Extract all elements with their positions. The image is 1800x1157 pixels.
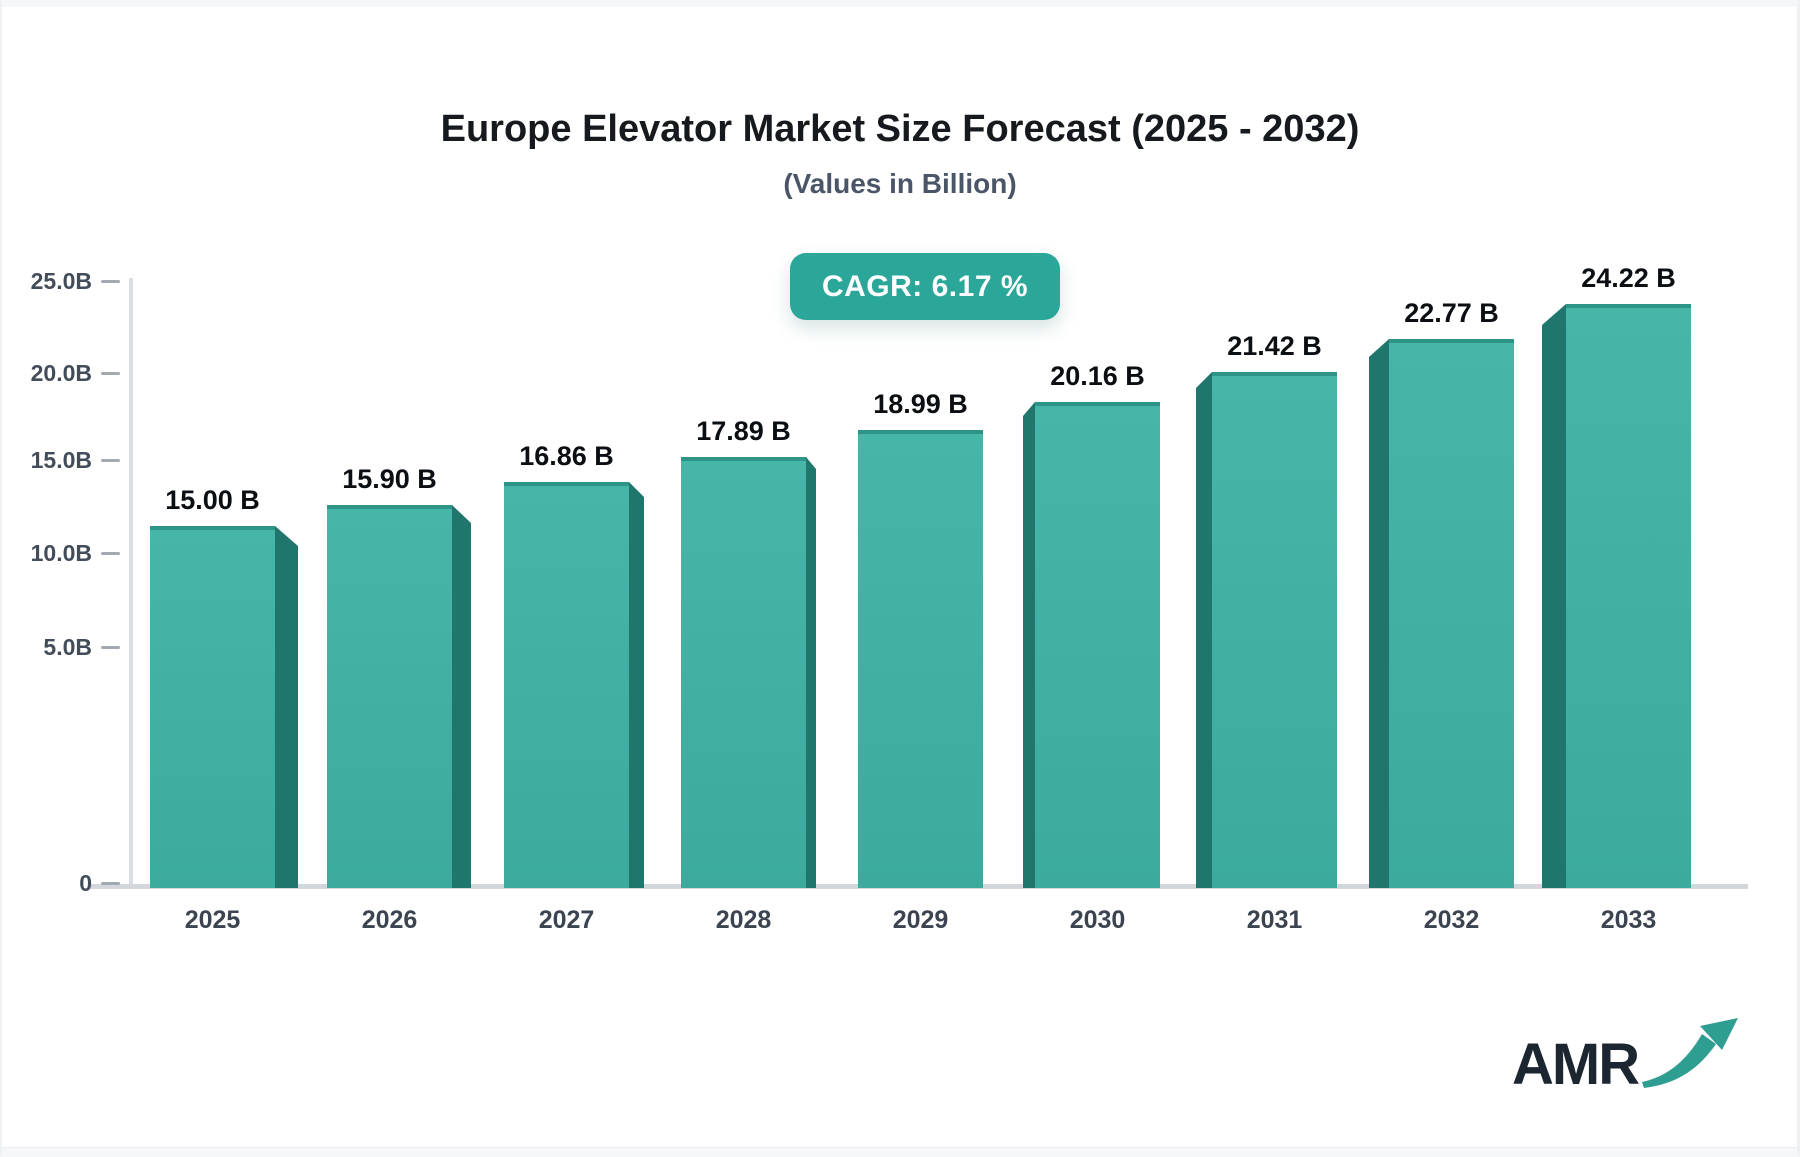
right-border-strip	[1797, 0, 1800, 1156]
y-tick-dash	[101, 459, 120, 462]
bar-side-panel	[1196, 372, 1212, 888]
cagr-badge: CAGR: 6.17 %	[790, 253, 1060, 320]
bar-value-label: 20.16 B	[1050, 361, 1145, 391]
bar-value-label: 15.00 B	[165, 485, 260, 515]
growth-arrow-icon	[1642, 1018, 1738, 1088]
y-tick-dash	[101, 372, 120, 375]
y-tick-label: 20.0B	[30, 360, 92, 386]
y-tick-label: 0	[79, 870, 92, 896]
bar-face	[858, 430, 983, 888]
bar-face	[681, 457, 806, 888]
x-tick-label-2025: 2025	[184, 906, 241, 934]
bar-side-panel	[1369, 339, 1389, 888]
x-tick-label-2027: 2027	[538, 906, 595, 934]
bar-value-label: 16.86 B	[519, 441, 614, 471]
x-tick-label-2033: 2033	[1600, 906, 1657, 934]
bar-value-label: 18.99 B	[873, 389, 968, 419]
chart-title: Europe Elevator Market Size Forecast (20…	[440, 108, 1360, 150]
x-tick-label-2032: 2032	[1423, 906, 1480, 934]
bar-2032	[1369, 339, 1514, 888]
y-tick-label: 10.0B	[30, 540, 92, 566]
y-tick-dash	[101, 882, 120, 885]
y-tick-label: 15.0B	[30, 447, 92, 473]
left-border-strip	[0, 0, 2, 1156]
bar-side-panel	[1023, 402, 1035, 888]
x-tick-label-2031: 2031	[1246, 906, 1303, 934]
y-tick-dash	[101, 280, 120, 283]
bar-side-panel	[629, 482, 644, 888]
bar-value-label: 15.90 B	[342, 464, 437, 494]
bar-face	[504, 482, 629, 888]
bar-face	[1212, 372, 1337, 888]
bar-face	[150, 526, 275, 888]
bar-value-label: 24.22 B	[1581, 263, 1676, 293]
chart-subtitle: (Values in Billion)	[783, 168, 1017, 199]
y-tick-label: 5.0B	[43, 634, 92, 660]
top-border-strip	[0, 0, 1800, 7]
x-tick-label-2026: 2026	[361, 906, 418, 934]
bar-2031	[1196, 372, 1337, 888]
bar-face	[1035, 402, 1160, 888]
bar-value-label: 21.42 B	[1227, 331, 1322, 361]
bar-2027	[504, 482, 644, 888]
y-tick-dash	[101, 552, 120, 555]
y-tick-dash	[101, 646, 120, 649]
y-axis-line	[129, 278, 133, 888]
bar-2033	[1542, 304, 1691, 888]
x-tick-label-2029: 2029	[892, 906, 949, 934]
bar-side-panel	[452, 505, 471, 888]
bar-2030	[1023, 402, 1160, 888]
amr-logo-text: AMR	[1512, 1032, 1640, 1097]
bar-value-label: 17.89 B	[696, 416, 791, 446]
bottom-border-strip	[0, 1147, 1800, 1157]
bar-2025	[150, 526, 298, 888]
bar-face	[1566, 304, 1691, 888]
bar-face	[1389, 339, 1514, 888]
y-tick-label: 25.0B	[30, 268, 92, 294]
bar-2029	[858, 430, 983, 888]
cagr-badge-label: CAGR: 6.17 %	[821, 269, 1029, 303]
bar-side-panel	[1542, 304, 1566, 888]
bar-side-panel	[275, 526, 298, 888]
amr-logo: AMR	[1512, 1018, 1742, 1108]
x-tick-label-2030: 2030	[1069, 906, 1126, 934]
bar-side-panel	[806, 457, 816, 888]
bar-2026	[327, 505, 471, 888]
bar-face	[327, 505, 452, 888]
bar-2028	[681, 457, 816, 888]
x-tick-label-2028: 2028	[715, 906, 772, 934]
bar-value-label: 22.77 B	[1404, 298, 1499, 328]
